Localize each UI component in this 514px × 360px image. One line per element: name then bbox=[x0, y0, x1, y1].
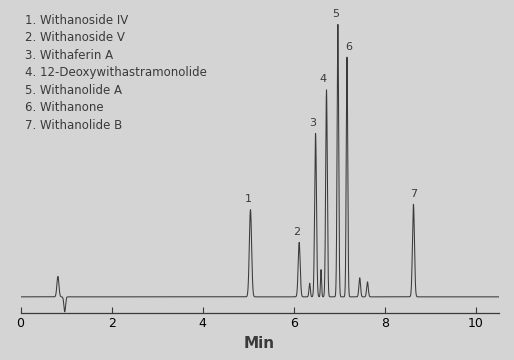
Text: 5: 5 bbox=[332, 9, 339, 19]
Text: 6: 6 bbox=[345, 42, 352, 52]
Text: 2: 2 bbox=[293, 227, 301, 237]
X-axis label: Min: Min bbox=[244, 336, 275, 351]
Text: 1: 1 bbox=[245, 194, 252, 204]
Text: 3: 3 bbox=[309, 118, 316, 128]
Text: 7: 7 bbox=[410, 189, 417, 199]
Text: 1. Withanoside IV
2. Withanoside V
3. Withaferin A
4. 12-Deoxywithastramonolide
: 1. Withanoside IV 2. Withanoside V 3. Wi… bbox=[25, 14, 207, 132]
Text: 4: 4 bbox=[320, 75, 327, 84]
